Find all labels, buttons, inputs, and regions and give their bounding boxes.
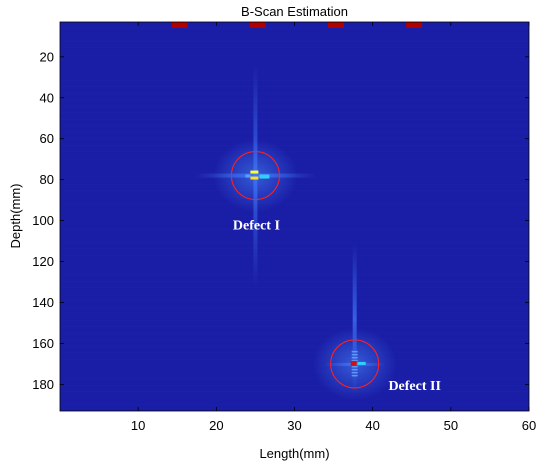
x-axis-label: Length(mm) (259, 446, 329, 461)
chart-title: B-Scan Estimation (241, 4, 348, 19)
transducer-marker-4 (406, 22, 423, 29)
defect-response-2 (312, 243, 397, 400)
x-tick-label: 10 (131, 418, 145, 433)
y-tick-label: 120 (32, 254, 54, 269)
defect-ripple-2 (351, 356, 358, 359)
defect-response-1 (195, 65, 316, 286)
defect-ripple-2 (351, 353, 358, 356)
y-tick-label: 140 (32, 295, 54, 310)
defect-peak-lower-1 (250, 176, 259, 180)
y-tick-label: 180 (32, 377, 54, 392)
y-axis-label: Depth(mm) (8, 183, 23, 248)
transducer-marker-3 (327, 22, 344, 29)
defect-tail-1 (259, 174, 270, 179)
x-tick-label: 30 (287, 418, 301, 433)
defect-circle-2 (330, 339, 380, 389)
y-tick-label: 20 (40, 49, 54, 64)
y-tick-label: 100 (32, 213, 54, 228)
defect-peak-2 (350, 360, 357, 366)
defect-circle-1 (230, 151, 280, 201)
defect-tail-2 (357, 361, 366, 365)
y-tick-label: 160 (32, 336, 54, 351)
transducer-marker-2 (249, 22, 266, 29)
defect-streak-vertical-2 (352, 243, 357, 394)
x-tick-label: 40 (365, 418, 379, 433)
defect-streak-vertical-1 (253, 65, 258, 286)
defect-side-1 (245, 174, 251, 178)
y-tick-label: 80 (40, 172, 54, 187)
x-tick-label: 50 (444, 418, 458, 433)
defect-label-2: Defect II (388, 379, 440, 394)
defect-ripple-2 (351, 365, 358, 368)
transducer-marker-1 (171, 22, 188, 29)
defect-ripple-2 (351, 374, 358, 377)
defect-ripple-2 (351, 359, 358, 362)
plot-area (60, 22, 529, 411)
defect-label-1: Defect I (233, 219, 280, 234)
defect-peak-1 (250, 170, 259, 174)
defect-ripple-2 (351, 371, 358, 374)
x-tick-label: 20 (209, 418, 223, 433)
defect-ripple-2 (351, 350, 358, 353)
x-tick-label: 60 (522, 418, 536, 433)
defect-ripple-2 (351, 368, 358, 371)
y-tick-label: 60 (40, 131, 54, 146)
y-tick-label: 40 (40, 90, 54, 105)
